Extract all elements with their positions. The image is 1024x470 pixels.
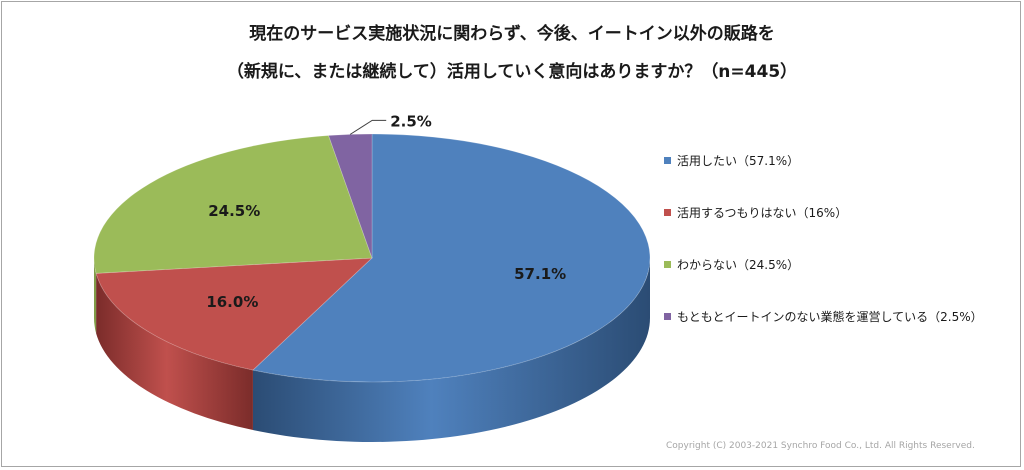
data-label-0: 57.1% bbox=[514, 265, 566, 283]
legend-item-0: 活用したい（57.1%） bbox=[664, 152, 799, 169]
legend-swatch-3 bbox=[664, 313, 671, 320]
legend-label-3: もともとイートインのない業態を運営している（2.5%） bbox=[677, 310, 983, 324]
chart-title-line-1: 現在のサービス実施状況に関わらず、今後、イートイン以外の販路を bbox=[249, 24, 775, 44]
leader-line-3 bbox=[349, 119, 387, 135]
legend-swatch-1 bbox=[664, 209, 671, 216]
legend-item-2: わからない（24.5%） bbox=[664, 256, 799, 273]
legend-item-1: 活用するつもりはない（16%） bbox=[664, 204, 847, 221]
legend-label-1: 活用するつもりはない（16%） bbox=[677, 206, 848, 220]
copyright-text: Copyright (C) 2003-2021 Synchro Food Co.… bbox=[666, 441, 975, 451]
legend-label-0: 活用したい（57.1%） bbox=[677, 154, 800, 168]
legend-swatch-0 bbox=[664, 157, 671, 164]
pie-slice-3 bbox=[327, 133, 373, 259]
data-label-3: 2.5% bbox=[390, 112, 432, 130]
pie-side-0 bbox=[252, 258, 650, 443]
data-label-2: 24.5% bbox=[208, 202, 260, 220]
pie-slice-1 bbox=[95, 257, 374, 371]
pie-side-1 bbox=[96, 273, 253, 431]
legend-item-3: もともとイートインのない業態を運営している（2.5%） bbox=[664, 308, 983, 325]
legend-swatch-2 bbox=[664, 261, 671, 268]
data-label-1: 16.0% bbox=[206, 293, 258, 311]
pie-slice-2 bbox=[93, 135, 373, 274]
chart-title-line-2: （新規に、または継続して）活用していく意向はありますか？（n=445） bbox=[226, 62, 798, 82]
legend-label-2: わからない（24.5%） bbox=[677, 258, 800, 272]
pie-slice-0 bbox=[252, 133, 651, 383]
pie-side-2 bbox=[94, 258, 97, 334]
